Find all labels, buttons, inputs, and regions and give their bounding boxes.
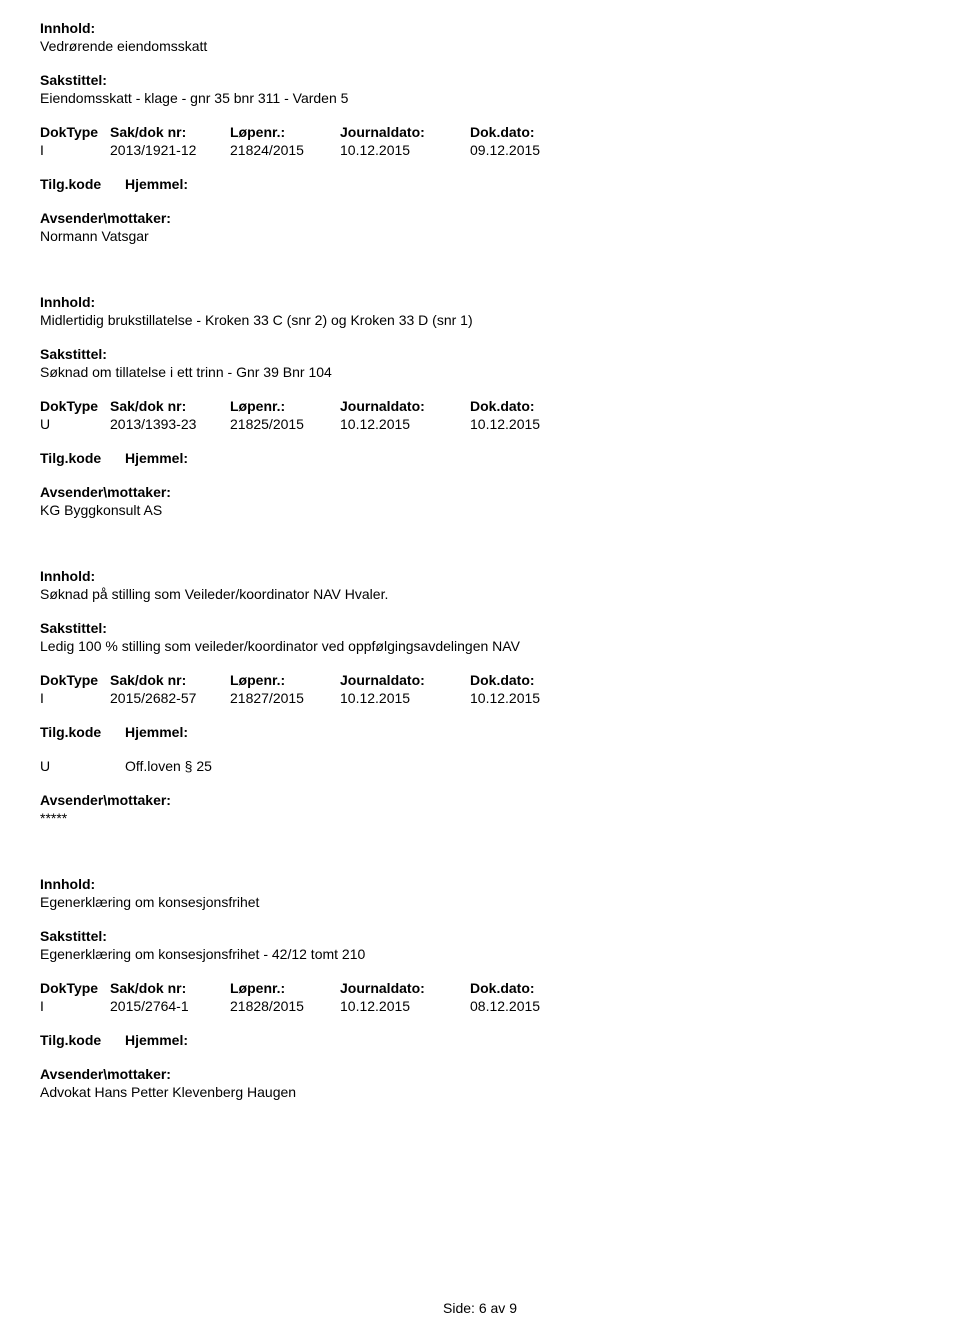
doktype-value: U xyxy=(40,416,110,432)
doktype-header: DokType xyxy=(40,980,110,996)
innhold-value: Vedrørende eiendomsskatt xyxy=(40,38,920,54)
tilgkode-header: Tilg.kode xyxy=(40,450,125,466)
lopenr-value: 21827/2015 xyxy=(230,690,340,706)
sakstittel-label: Sakstittel: xyxy=(40,620,920,636)
sakdok-header: Sak/dok nr: xyxy=(110,124,230,140)
tilg-header-row: Tilg.kode Hjemmel: xyxy=(40,176,920,192)
sakstittel-value: Egenerklæring om konsesjonsfrihet - 42/1… xyxy=(40,946,920,962)
avsender-value: KG Byggkonsult AS xyxy=(40,502,920,518)
dokdato-value: 09.12.2015 xyxy=(470,142,590,158)
journal-entry: Innhold: Vedrørende eiendomsskatt Saksti… xyxy=(40,20,920,244)
doktype-value: I xyxy=(40,690,110,706)
sakdok-value: 2015/2682-57 xyxy=(110,690,230,706)
doktype-value: I xyxy=(40,998,110,1014)
sakstittel-label: Sakstittel: xyxy=(40,928,920,944)
doktype-header: DokType xyxy=(40,398,110,414)
page-current: 6 xyxy=(479,1300,487,1316)
innhold-label: Innhold: xyxy=(40,568,920,584)
doktype-value: I xyxy=(40,142,110,158)
columns-value-row: I 2013/1921-12 21824/2015 10.12.2015 09.… xyxy=(40,142,920,158)
innhold-value: Midlertidig brukstillatelse - Kroken 33 … xyxy=(40,312,920,328)
columns-value-row: I 2015/2764-1 21828/2015 10.12.2015 08.1… xyxy=(40,998,920,1014)
lopenr-header: Løpenr.: xyxy=(230,980,340,996)
lopenr-header: Løpenr.: xyxy=(230,124,340,140)
hjemmel-header: Hjemmel: xyxy=(125,450,275,466)
avsender-label: Avsender\mottaker: xyxy=(40,484,920,500)
columns-header-row: DokType Sak/dok nr: Løpenr.: Journaldato… xyxy=(40,398,920,414)
columns-header-row: DokType Sak/dok nr: Løpenr.: Journaldato… xyxy=(40,980,920,996)
sakdok-value: 2015/2764-1 xyxy=(110,998,230,1014)
sakstittel-value: Ledig 100 % stilling som veileder/koordi… xyxy=(40,638,920,654)
dokdato-value: 08.12.2015 xyxy=(470,998,590,1014)
dokdato-header: Dok.dato: xyxy=(470,672,590,688)
sakdok-value: 2013/1393-23 xyxy=(110,416,230,432)
dokdato-header: Dok.dato: xyxy=(470,980,590,996)
columns-header-row: DokType Sak/dok nr: Løpenr.: Journaldato… xyxy=(40,672,920,688)
sakstittel-value: Eiendomsskatt - klage - gnr 35 bnr 311 -… xyxy=(40,90,920,106)
journaldato-header: Journaldato: xyxy=(340,672,470,688)
tilg-value-row: U Off.loven § 25 xyxy=(40,758,920,774)
journaldato-header: Journaldato: xyxy=(340,124,470,140)
tilgkode-header: Tilg.kode xyxy=(40,724,125,740)
sakdok-header: Sak/dok nr: xyxy=(110,398,230,414)
hjemmel-header: Hjemmel: xyxy=(125,176,275,192)
avsender-label: Avsender\mottaker: xyxy=(40,210,920,226)
journaldato-header: Journaldato: xyxy=(340,398,470,414)
tilgkode-value: U xyxy=(40,758,125,774)
tilgkode-header: Tilg.kode xyxy=(40,176,125,192)
page-footer: Side: 6 av 9 xyxy=(40,1300,920,1316)
hjemmel-header: Hjemmel: xyxy=(125,1032,275,1048)
tilgkode-header: Tilg.kode xyxy=(40,1032,125,1048)
innhold-label: Innhold: xyxy=(40,294,920,310)
avsender-label: Avsender\mottaker: xyxy=(40,792,920,808)
journal-entry: Innhold: Søknad på stilling som Veileder… xyxy=(40,568,920,826)
journaldato-value: 10.12.2015 xyxy=(340,142,470,158)
page-total: 9 xyxy=(509,1300,517,1316)
columns-header-row: DokType Sak/dok nr: Løpenr.: Journaldato… xyxy=(40,124,920,140)
lopenr-header: Løpenr.: xyxy=(230,398,340,414)
dokdato-header: Dok.dato: xyxy=(470,124,590,140)
dokdato-value: 10.12.2015 xyxy=(470,416,590,432)
doktype-header: DokType xyxy=(40,672,110,688)
sakstittel-label: Sakstittel: xyxy=(40,346,920,362)
avsender-value: Advokat Hans Petter Klevenberg Haugen xyxy=(40,1084,920,1100)
page-sep: av xyxy=(491,1300,506,1316)
journaldato-value: 10.12.2015 xyxy=(340,416,470,432)
journal-entry: Innhold: Midlertidig brukstillatelse - K… xyxy=(40,294,920,518)
journaldato-value: 10.12.2015 xyxy=(340,690,470,706)
avsender-label: Avsender\mottaker: xyxy=(40,1066,920,1082)
sakdok-value: 2013/1921-12 xyxy=(110,142,230,158)
hjemmel-value: Off.loven § 25 xyxy=(125,758,275,774)
journal-entry: Innhold: Egenerklæring om konsesjonsfrih… xyxy=(40,876,920,1100)
innhold-value: Egenerklæring om konsesjonsfrihet xyxy=(40,894,920,910)
dokdato-value: 10.12.2015 xyxy=(470,690,590,706)
innhold-value: Søknad på stilling som Veileder/koordina… xyxy=(40,586,920,602)
innhold-label: Innhold: xyxy=(40,20,920,36)
lopenr-value: 21825/2015 xyxy=(230,416,340,432)
columns-value-row: I 2015/2682-57 21827/2015 10.12.2015 10.… xyxy=(40,690,920,706)
journaldato-header: Journaldato: xyxy=(340,980,470,996)
avsender-value: ***** xyxy=(40,810,920,826)
dokdato-header: Dok.dato: xyxy=(470,398,590,414)
doktype-header: DokType xyxy=(40,124,110,140)
sakstittel-value: Søknad om tillatelse i ett trinn - Gnr 3… xyxy=(40,364,920,380)
tilg-header-row: Tilg.kode Hjemmel: xyxy=(40,1032,920,1048)
columns-value-row: U 2013/1393-23 21825/2015 10.12.2015 10.… xyxy=(40,416,920,432)
avsender-value: Normann Vatsgar xyxy=(40,228,920,244)
innhold-label: Innhold: xyxy=(40,876,920,892)
tilg-header-row: Tilg.kode Hjemmel: xyxy=(40,724,920,740)
sakdok-header: Sak/dok nr: xyxy=(110,980,230,996)
sakstittel-label: Sakstittel: xyxy=(40,72,920,88)
hjemmel-header: Hjemmel: xyxy=(125,724,275,740)
lopenr-header: Løpenr.: xyxy=(230,672,340,688)
lopenr-value: 21828/2015 xyxy=(230,998,340,1014)
side-label: Side: xyxy=(443,1300,475,1316)
journaldato-value: 10.12.2015 xyxy=(340,998,470,1014)
tilg-header-row: Tilg.kode Hjemmel: xyxy=(40,450,920,466)
sakdok-header: Sak/dok nr: xyxy=(110,672,230,688)
lopenr-value: 21824/2015 xyxy=(230,142,340,158)
